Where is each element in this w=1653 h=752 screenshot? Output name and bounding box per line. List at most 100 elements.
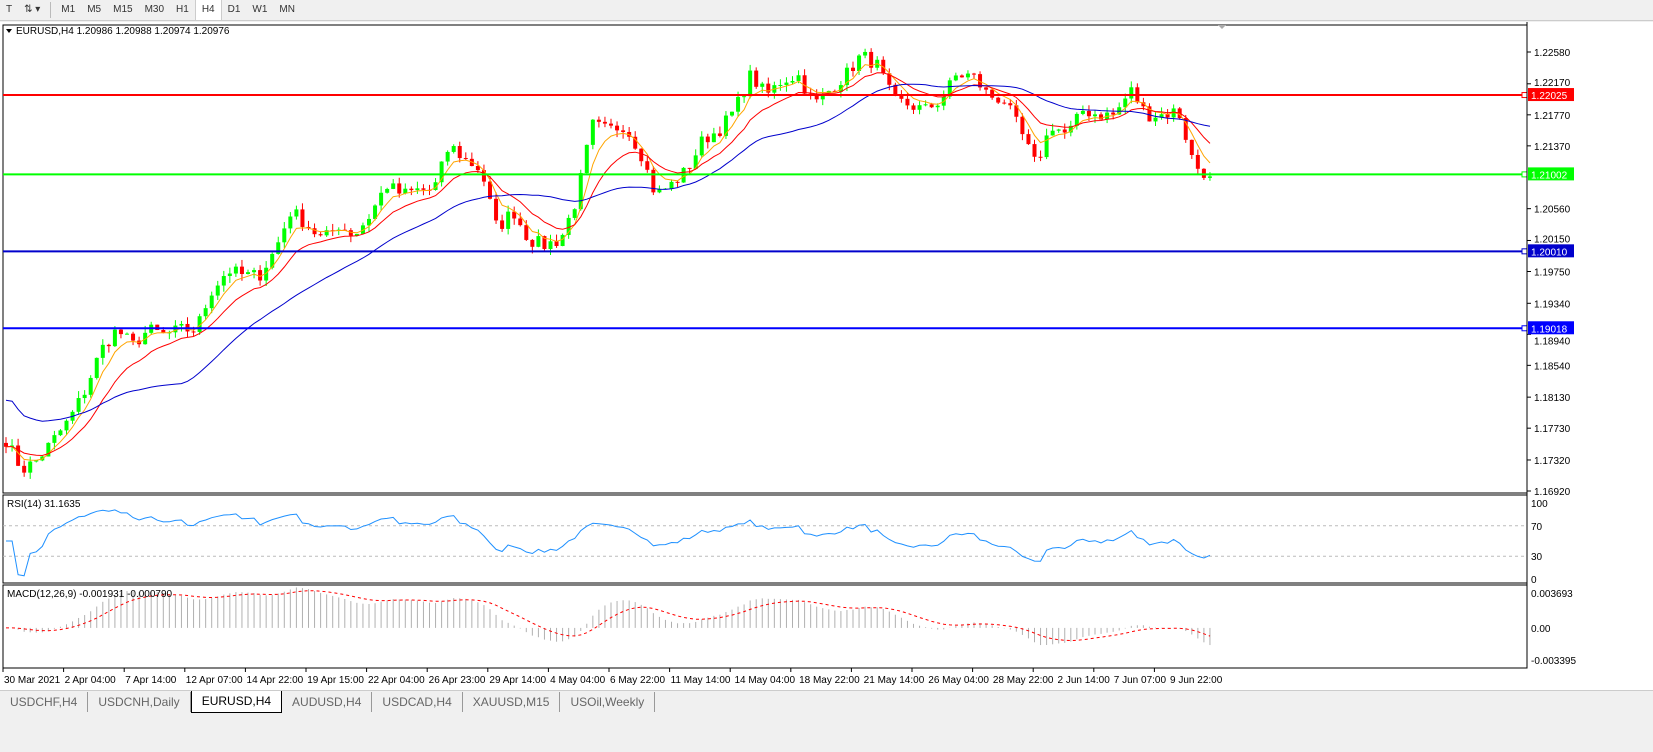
chart-canvas[interactable]: 1.22580 1.22170 1.21770 1.21370 1.20560 1.201… — [0, 22, 1653, 690]
candle-body — [233, 266, 238, 274]
candle-body — [1093, 114, 1097, 117]
candle-body — [1147, 106, 1152, 122]
candle-body — [221, 276, 226, 286]
candle-body — [1062, 129, 1067, 133]
text-tool-icon[interactable]: T — [6, 4, 13, 15]
candle-body — [911, 105, 916, 110]
tab-eurusd-h4[interactable]: EURUSD,H4 — [190, 691, 283, 713]
time-tick-label: 6 May 22:00 — [610, 675, 665, 686]
candle-body — [270, 253, 275, 268]
timeframe-bar: M1 M5 M15 M30 H1 H4 D1 W1 MN — [55, 0, 301, 20]
tab-usoil-weekly[interactable]: USOil,Weekly — [560, 692, 656, 712]
candle-body — [131, 333, 136, 341]
candle-body — [4, 442, 8, 447]
candle-body — [796, 75, 801, 81]
candle-body — [324, 230, 329, 236]
candle-body — [965, 73, 970, 78]
candle-body — [844, 67, 849, 86]
candle-body — [1195, 154, 1200, 169]
candle-body — [723, 115, 728, 136]
hline-price-label: 1.19018 — [1531, 324, 1568, 335]
candle-body — [64, 420, 69, 431]
candle-body — [227, 273, 232, 277]
candle-body — [1123, 98, 1128, 108]
candle-body — [693, 155, 698, 169]
candle-body — [46, 442, 51, 457]
chart-window[interactable]: 1.22580 1.22170 1.21770 1.21370 1.20560 1.201… — [0, 22, 1653, 690]
candle-body — [633, 136, 638, 149]
price-tick-label: 1.17320 — [1534, 456, 1571, 467]
time-tick-label: 21 May 14:00 — [864, 675, 925, 686]
candle-body — [935, 105, 940, 108]
time-tick-label: 18 May 22:00 — [799, 675, 860, 686]
rsi-tick-label: 70 — [1531, 522, 1543, 533]
price-tick-label: 1.18940 — [1534, 336, 1571, 347]
candle-body — [736, 96, 741, 112]
timeframe-mn[interactable]: MN — [279, 4, 295, 15]
timeframe-h4[interactable]: H4 — [194, 0, 222, 20]
time-tick-label: 7 Apr 14:00 — [125, 675, 177, 686]
candle-body — [264, 267, 269, 281]
candle-body — [143, 332, 148, 345]
time-tick-label: 9 Jun 22:00 — [1170, 675, 1223, 686]
candle-body — [711, 133, 716, 143]
candle-body — [1002, 102, 1007, 104]
timeframe-d1[interactable]: D1 — [227, 4, 241, 15]
macd-panel-frame — [2, 584, 1528, 669]
candle-body — [602, 121, 607, 124]
candle-body — [705, 136, 710, 143]
candle-body — [972, 73, 976, 75]
timeframe-h1[interactable]: H1 — [176, 4, 189, 15]
divider — [50, 2, 52, 18]
timeframe-m15[interactable]: M15 — [113, 4, 133, 15]
candle-body — [215, 285, 220, 296]
tab-usdchf-h4[interactable]: USDCHF,H4 — [0, 692, 89, 712]
price-tick-label: 1.22580 — [1534, 48, 1571, 59]
ma-fast-line — [5, 63, 1211, 461]
candle-body — [373, 205, 378, 219]
candle-body — [445, 151, 450, 162]
candle-body — [524, 225, 529, 240]
tab-xauusd-m15[interactable]: XAUUSD,M15 — [463, 692, 561, 712]
candle-body — [16, 445, 21, 466]
timeframe-w1[interactable]: W1 — [252, 4, 268, 15]
candle-body — [191, 331, 196, 333]
candle-body — [899, 94, 904, 99]
tab-audusd-h4[interactable]: AUDUSD,H4 — [282, 692, 373, 712]
candle-body — [88, 377, 93, 395]
time-tick-label: 30 Mar 2021 — [4, 675, 61, 686]
candle-body — [851, 67, 855, 71]
candle-body — [978, 74, 983, 88]
candle-body — [506, 211, 511, 229]
timeframe-m30[interactable]: M30 — [144, 4, 165, 15]
macd-tick-label: -0.003395 — [1531, 656, 1576, 667]
candle-body — [1014, 105, 1019, 117]
candle-body — [953, 75, 958, 81]
timeframe-m5[interactable]: M5 — [87, 4, 102, 15]
candle-body — [22, 465, 27, 473]
candle-body — [106, 344, 111, 347]
rsi-panel-frame — [2, 494, 1528, 584]
candle-body — [863, 51, 868, 56]
candle-body — [717, 133, 722, 136]
candle-body — [209, 295, 214, 309]
price-tick-label: 1.21370 — [1534, 142, 1571, 153]
timeframe-m1[interactable]: M1 — [61, 4, 76, 15]
candle-body — [312, 228, 317, 235]
candle-body — [1068, 125, 1073, 133]
candle-body — [554, 241, 559, 247]
candle-body — [385, 188, 390, 193]
candle-body — [578, 173, 583, 210]
candle-body — [294, 209, 299, 217]
candle-body — [197, 316, 202, 332]
candle-body — [929, 104, 934, 108]
candle-body — [923, 104, 928, 106]
candle-body — [1086, 110, 1091, 117]
line-tools-icon[interactable]: ⇅ ▾ — [24, 4, 41, 15]
time-tick-label: 29 Apr 14:00 — [489, 675, 546, 686]
candle-body — [1056, 129, 1061, 131]
candle-body — [1153, 117, 1158, 122]
tab-usdcnh-daily[interactable]: USDCNH,Daily — [88, 692, 191, 712]
tab-usdcad-h4[interactable]: USDCAD,H4 — [372, 692, 463, 712]
time-tick-label: 4 May 04:00 — [550, 675, 605, 686]
